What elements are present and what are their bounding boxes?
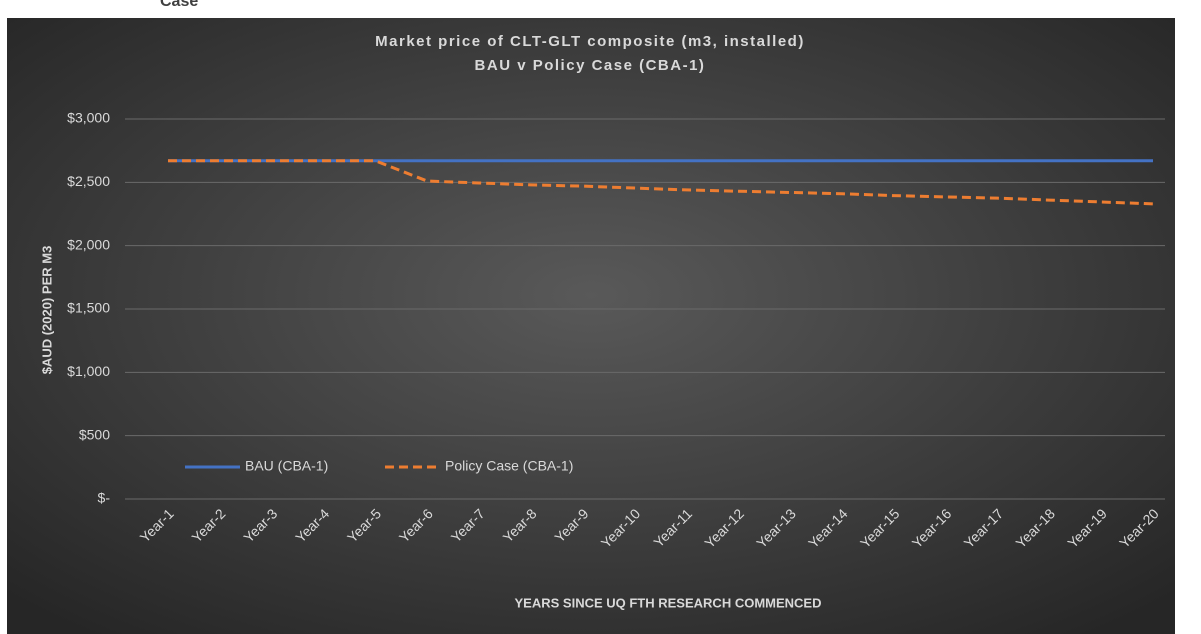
caption-fragment: Case bbox=[160, 0, 198, 10]
y-tick-label: $2,500 bbox=[67, 173, 110, 189]
y-tick-label: $1,000 bbox=[67, 363, 110, 379]
y-axis-title: $AUD (2020) PER M3 bbox=[39, 246, 54, 375]
y-tick-label: $2,000 bbox=[67, 236, 110, 252]
legend-label: BAU (CBA-1) bbox=[245, 458, 328, 474]
series-line bbox=[168, 159, 1154, 206]
x-axis-title: YEARS SINCE UQ FTH RESEARCH COMMENCED bbox=[515, 595, 822, 610]
y-tick-label: $3,000 bbox=[67, 110, 110, 126]
chart-title: Market price of CLT-GLT composite (m3, i… bbox=[375, 33, 805, 50]
chart-subtitle: BAU v Policy Case (CBA-1) bbox=[475, 57, 706, 74]
y-tick-label: $500 bbox=[79, 426, 110, 442]
y-tick-label: $1,500 bbox=[67, 300, 110, 316]
chart-background bbox=[7, 18, 1175, 634]
y-tick-label: $- bbox=[98, 490, 111, 506]
legend-label: Policy Case (CBA-1) bbox=[445, 458, 573, 474]
